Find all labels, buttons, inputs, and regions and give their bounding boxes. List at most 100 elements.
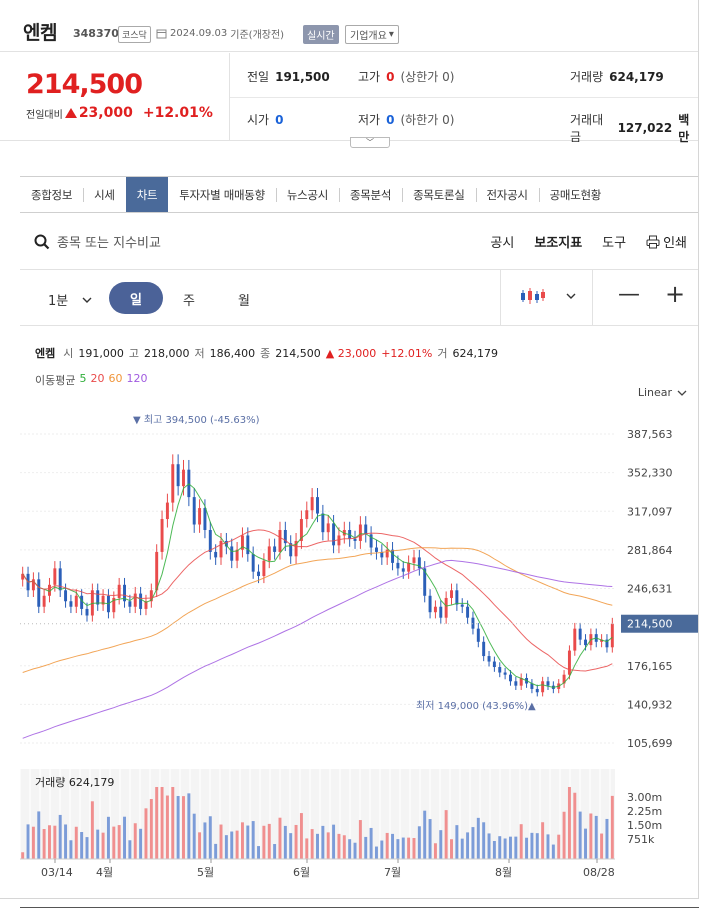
up-triangle-icon <box>64 108 77 118</box>
indicators-button[interactable]: 보조지표 <box>534 236 583 251</box>
tab-1[interactable]: 시세 <box>83 177 126 212</box>
tab-3[interactable]: 투자자별 매매동향 <box>179 187 265 202</box>
candle-body <box>326 523 330 533</box>
tab-6[interactable]: 종목토론실 <box>402 177 475 212</box>
volume-bar <box>273 844 277 859</box>
volume-bar <box>578 811 582 859</box>
candle-body <box>64 590 68 602</box>
candle-body <box>123 584 127 602</box>
volume-bar <box>492 841 496 859</box>
volume-bar <box>482 822 486 859</box>
ma-5-label[interactable]: 5 <box>79 372 87 385</box>
candle-body <box>37 579 41 607</box>
notice-button[interactable]: 공시 <box>490 236 515 251</box>
candlestick-icon <box>521 288 545 304</box>
candle-body <box>294 540 298 557</box>
volume-bar <box>498 836 502 859</box>
ma-60-line <box>22 547 613 673</box>
volume-bar <box>369 827 373 859</box>
tab-5[interactable]: 종목분석 <box>338 177 402 212</box>
chart-area[interactable]: 엔켐 시 191,000 고 218,000 저 186,400 종 214,500 ▲… <box>20 327 699 899</box>
tab-2[interactable]: 차트 <box>125 177 169 212</box>
candle-body <box>112 597 116 613</box>
volume-value: 624,179 <box>609 69 664 84</box>
volume-bar <box>342 835 346 859</box>
prev-close-label: 전일 <box>247 70 270 84</box>
minute-label: 1분 <box>48 294 69 309</box>
y-tick-label: 176,165 <box>627 660 673 673</box>
week-period-button[interactable]: 주 <box>183 294 195 309</box>
month-period-button[interactable]: 월 <box>238 294 250 309</box>
volume-tick-label: 3.00m <box>627 791 662 804</box>
volume-bar <box>396 839 400 859</box>
volume-bar <box>224 835 228 859</box>
current-price-badge <box>621 614 698 633</box>
tab-4[interactable]: 뉴스공시 <box>275 177 339 212</box>
change-percent: +12.01% <box>381 346 433 360</box>
x-tick-label: 5월 <box>197 866 214 879</box>
candle-body <box>401 568 405 572</box>
tools-button[interactable]: 도구 <box>602 236 627 251</box>
candle-body <box>257 571 261 577</box>
volume-bar <box>96 829 100 859</box>
volume-bar <box>251 821 255 859</box>
candle-body <box>101 595 105 605</box>
volume-bar <box>557 834 561 859</box>
realtime-button[interactable]: 실시간 <box>303 25 339 44</box>
volume-bar <box>594 815 598 859</box>
volume-bar <box>444 810 448 859</box>
volume-bar <box>257 846 261 859</box>
y-tick-label: 387,563 <box>627 428 673 441</box>
overview-label: 기업개요 <box>350 31 387 42</box>
minute-period-dropdown[interactable]: 1분 <box>48 290 92 309</box>
chart-type-dropdown[interactable] <box>520 286 576 306</box>
expand-quote-button[interactable]: ﹀ <box>350 137 390 148</box>
tab-7[interactable]: 전자공시 <box>475 177 539 212</box>
company-overview-dropdown[interactable]: 기업개요 ▾ <box>345 25 399 44</box>
tab-8[interactable]: 공매도현황 <box>538 177 612 212</box>
candle-body <box>235 549 239 561</box>
volume-bar <box>546 834 550 859</box>
scale-label: Linear <box>637 386 672 399</box>
zoom-out-button[interactable]: — <box>618 282 640 307</box>
candle-body <box>503 672 507 675</box>
ma-60-label[interactable]: 60 <box>108 372 123 385</box>
volume-bar <box>48 825 51 859</box>
open-label: 시가 <box>247 113 270 127</box>
candle-body <box>224 540 228 547</box>
volume-bar <box>64 824 68 859</box>
candle-body <box>69 601 73 607</box>
candle-body <box>492 661 496 668</box>
candle-body <box>610 623 614 648</box>
volume: 거래량 624,179 <box>570 68 664 85</box>
candle-body <box>455 590 459 605</box>
ma-20-label[interactable]: 20 <box>90 372 105 385</box>
volume-bar <box>412 838 416 859</box>
tab-0[interactable]: 종합정보 <box>31 187 73 202</box>
candle-body <box>155 551 159 591</box>
price-chart[interactable]: 387,563 352,330 317,097 281,864 246,631 176,1… <box>20 327 699 899</box>
low-value: 0 <box>386 112 395 127</box>
ma-120-line <box>22 559 613 739</box>
candle-body <box>498 667 502 673</box>
print-button[interactable]: 인쇄 <box>646 232 687 251</box>
ma-20-line <box>22 529 613 672</box>
volume-bar <box>203 822 207 859</box>
page-bottom-border <box>20 907 699 908</box>
open-value: 191,000 <box>78 346 124 360</box>
volume-bar <box>133 823 137 859</box>
trade-value-amount: 127,022 <box>617 121 673 135</box>
candle-body <box>332 523 336 546</box>
volume-bar <box>262 825 266 859</box>
zoom-in-button[interactable]: + <box>665 280 686 308</box>
volume-bar <box>235 830 239 859</box>
volume-bar <box>600 833 604 859</box>
volume-bar <box>519 824 523 859</box>
compare-search[interactable]: 종목 또는 지수비교 <box>34 232 161 251</box>
day-period-button[interactable]: 일 <box>109 282 163 314</box>
volume-bar <box>433 843 437 859</box>
ma-120-label[interactable]: 120 <box>126 372 148 385</box>
volume-bar <box>171 787 175 859</box>
scale-dropdown[interactable]: Linear <box>638 386 687 399</box>
volume-bar <box>503 838 507 859</box>
